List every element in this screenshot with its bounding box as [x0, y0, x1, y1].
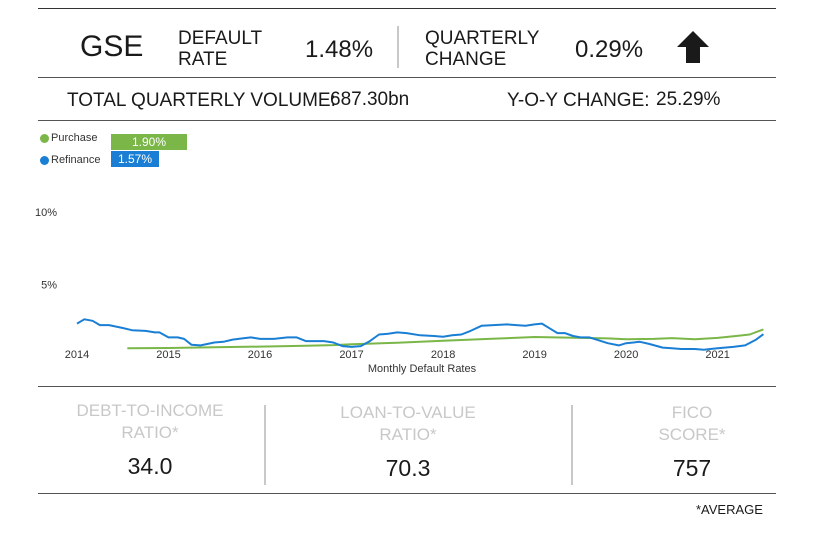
header-divider	[38, 77, 776, 78]
volume-divider	[38, 120, 776, 121]
footnote: *AVERAGE	[696, 502, 763, 517]
fico-label-line2: SCORE*	[658, 425, 726, 444]
legend-purchase-label: Purchase	[51, 132, 98, 144]
default-rate-label-line1: DEFAULT	[178, 28, 263, 49]
ltv-label-line2: RATIO*	[379, 425, 437, 444]
yoy-change-label: Y-O-Y CHANGE:	[507, 90, 650, 111]
y-tick-label-5pct: 5%	[41, 280, 57, 292]
legend-refinance-label: Refinance	[51, 154, 101, 166]
fico-value: 757	[672, 455, 712, 481]
purchase-latest-badge: 1.90%	[111, 134, 187, 150]
dti-value: 34.0	[127, 453, 173, 479]
x-tick-label-2015: 2015	[156, 349, 180, 361]
series-line-purchase	[127, 328, 764, 350]
stats-separator-2	[571, 405, 573, 485]
entity-name: GSE	[80, 30, 144, 63]
fico-label: FICO SCORE*	[592, 402, 792, 446]
legend-purchase-dot	[40, 134, 49, 143]
dti-label-line1: DEBT-TO-INCOME	[76, 401, 224, 420]
stats-divider	[38, 493, 776, 494]
series-line-refinance	[76, 318, 764, 351]
fico-label-line1: FICO	[671, 403, 713, 422]
ltv-label: LOAN-TO-VALUE RATIO*	[308, 402, 508, 446]
x-tick-label-2016: 2016	[248, 349, 272, 361]
default-rate-label-line2: RATE	[178, 49, 228, 70]
dti-label-line2: RATIO*	[121, 423, 179, 442]
quarterly-change-label: QUARTERLY CHANGE	[425, 28, 539, 70]
refinance-latest-badge: 1.57%	[111, 151, 159, 167]
chart-divider	[38, 386, 776, 387]
x-tick-label-2018: 2018	[431, 349, 455, 361]
x-tick-label-2017: 2017	[339, 349, 363, 361]
stats-separator-1	[264, 405, 266, 485]
quarterly-change-label-line1: QUARTERLY	[425, 28, 540, 49]
arrow-up-icon	[677, 31, 709, 63]
header-separator	[397, 26, 399, 68]
quarterly-change-value: 0.29%	[575, 36, 644, 63]
dti-label: DEBT-TO-INCOME RATIO*	[50, 400, 250, 444]
default-rate-label: DEFAULT RATE	[178, 28, 262, 70]
top-border	[38, 8, 776, 9]
x-tick-label-2021: 2021	[705, 349, 729, 361]
legend-refinance-dot	[40, 156, 49, 165]
ltv-value: 70.3	[385, 455, 431, 481]
ltv-label-line1: LOAN-TO-VALUE	[340, 403, 476, 422]
x-tick-label-2014: 2014	[65, 349, 89, 361]
default-rate-chart: 5% 10% 2014 2015 2016 2017 2018 2019 2020 2021 Mon…	[35, 207, 764, 375]
x-axis-label: Monthly Default Rates	[368, 363, 477, 375]
quarterly-change-label-line2: CHANGE	[425, 49, 507, 70]
y-tick-label-10pct: 10%	[35, 207, 57, 219]
default-rate-value: 1.48%	[305, 36, 374, 63]
total-volume-value: 687.30bn	[330, 89, 410, 110]
yoy-change-value: 25.29%	[656, 89, 721, 110]
total-volume-label: TOTAL QUARTERLY VOLUME:	[67, 90, 336, 111]
x-tick-label-2019: 2019	[522, 349, 546, 361]
x-tick-label-2020: 2020	[614, 349, 638, 361]
